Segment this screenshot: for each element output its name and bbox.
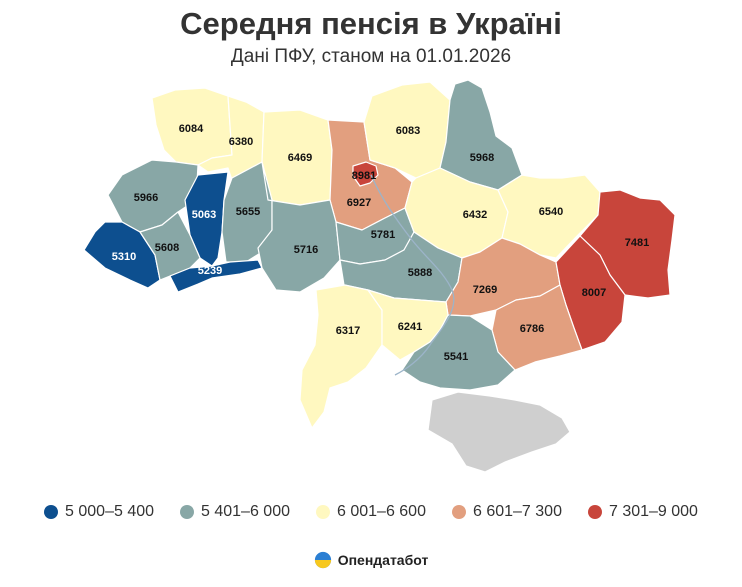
region-value-label-kirovohrad: 5888 [408, 267, 432, 279]
region-value-label-kyiv-city: 8981 [352, 170, 376, 182]
brand: Опендатабот [0, 551, 742, 569]
region-value-label-dnipropetrovsk: 7269 [473, 284, 497, 296]
page-subtitle: Дані ПФУ, станом на 01.01.2026 [230, 46, 512, 67]
legend-label: 5 000–5 400 [65, 503, 155, 520]
region-odesa[interactable] [299, 284, 383, 429]
legend-item: 5 401–6 000 [180, 503, 290, 521]
region-value-label-lviv: 5966 [134, 192, 158, 204]
region-value-label-poltava: 6432 [463, 209, 487, 221]
region-value-label-zakarpattia: 5310 [112, 251, 136, 263]
region-value-label-kharkiv: 6540 [539, 206, 563, 218]
region-value-label-volyn: 6084 [179, 123, 204, 135]
region-value-label-cherkasy: 5781 [371, 229, 395, 241]
region-value-label-mykolaiv: 6241 [398, 321, 422, 333]
legend-swatch [587, 505, 602, 519]
ukraine-choropleth-map: 6084 6380 6469 6927 8981 6083 5968 5966 5063 5655… [83, 79, 676, 473]
legend-swatch [180, 505, 195, 519]
region-value-label-zhytomyr: 6469 [288, 152, 312, 164]
region-value-label-vinnytsia: 5716 [294, 244, 318, 256]
region-value-label-khmelnytskyi: 5655 [236, 206, 260, 218]
region-value-label-chernivtsi: 5239 [198, 265, 222, 277]
region-value-label-sumy: 5968 [470, 152, 494, 164]
region-value-label-kyiv-oblast: 6927 [347, 197, 371, 209]
legend-label: 7 301–9 000 [608, 503, 698, 520]
legend-swatch [451, 505, 466, 519]
region-value-label-rivne: 6380 [229, 136, 253, 148]
region-value-label-luhansk: 7481 [625, 237, 649, 249]
region-value-label-ternopil: 5063 [192, 209, 216, 221]
region-kyiv-city[interactable] [352, 161, 379, 187]
opendatabot-logo-icon [314, 551, 331, 569]
region-ternopil[interactable] [184, 171, 229, 267]
legend: 5 000–5 400 5 401–6 000 6 001–6 600 6 60… [0, 503, 742, 521]
region-ivano-frankivsk[interactable] [139, 211, 201, 281]
legend-item: 6 601–7 300 [451, 503, 562, 521]
region-value-label-chernihiv: 6083 [396, 125, 420, 137]
region-value-label-donetsk: 8007 [582, 287, 606, 299]
legend-label: 6 601–7 300 [472, 503, 562, 520]
legend-swatch [316, 505, 330, 519]
region-value-label-zaporizhzhia: 6786 [520, 323, 544, 335]
region-rivne[interactable] [197, 95, 265, 181]
legend-swatch [44, 505, 59, 519]
region-value-label-odesa: 6317 [336, 325, 360, 337]
brand-name: Опендатабот [337, 552, 429, 568]
region-crimea [427, 391, 571, 473]
river-dnipro [370, 174, 455, 376]
page-title: Середня пенсія в Україні [180, 6, 562, 41]
legend-item: 7 301–9 000 [587, 503, 698, 521]
legend-label: 6 001–6 600 [337, 503, 426, 520]
region-value-label-ivano-frankivsk: 5608 [155, 242, 179, 254]
region-kherson[interactable] [401, 314, 516, 391]
legend-item: 5 000–5 400 [44, 503, 154, 521]
legend-item: 6 001–6 600 [316, 503, 426, 521]
region-value-label-kherson: 5541 [444, 351, 468, 363]
region-vinnytsia[interactable] [257, 161, 341, 293]
legend-label: 5 401–6 000 [201, 503, 290, 520]
